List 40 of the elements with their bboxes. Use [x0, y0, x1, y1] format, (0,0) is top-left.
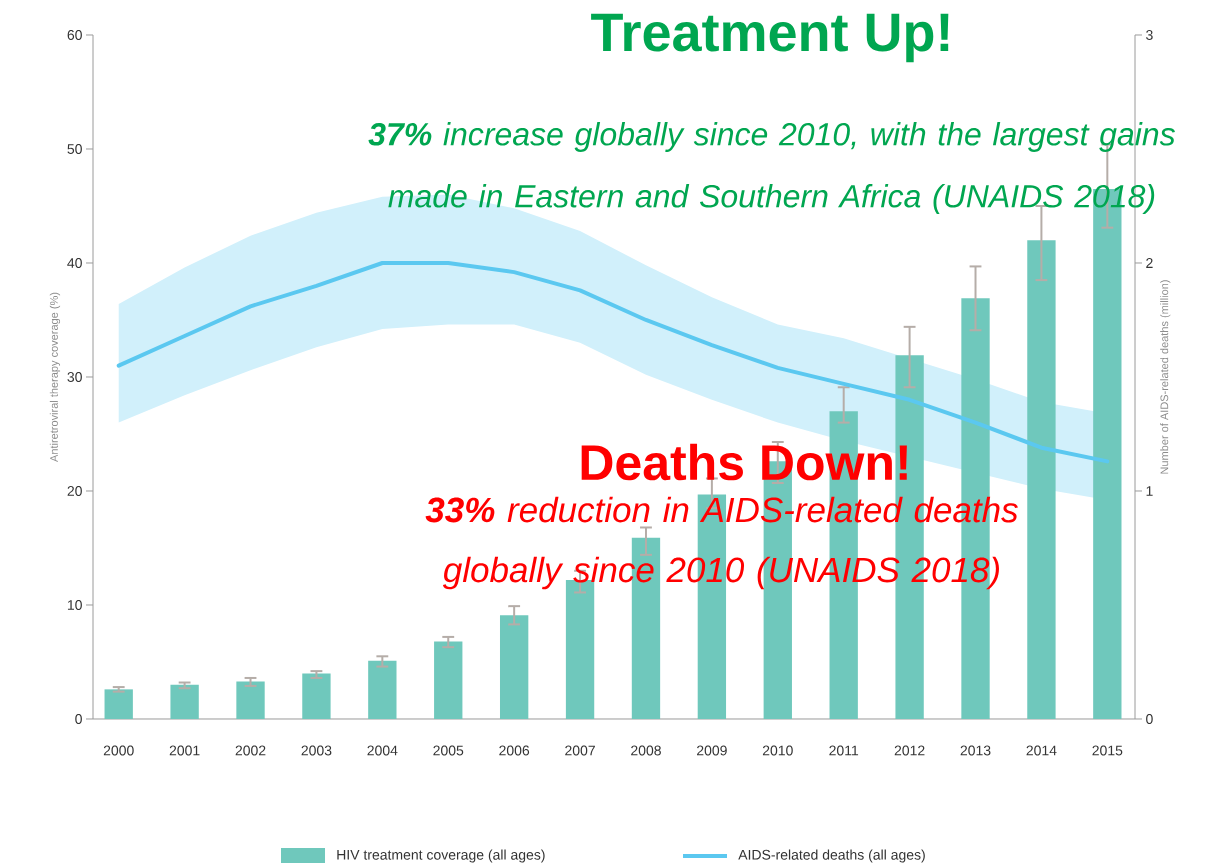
x-tick-label: 2004: [367, 745, 398, 756]
y2-tick-label: 3: [1146, 30, 1153, 40]
x-tick-label: 2003: [301, 745, 332, 756]
bar: [1027, 240, 1056, 719]
bar: [434, 641, 463, 719]
bar: [170, 684, 199, 719]
annotation: Treatment Up!: [591, 13, 949, 63]
y-tick-label: 60: [67, 30, 82, 40]
y2-tick-label: 1: [1146, 486, 1153, 496]
x-tick-label: 2009: [697, 745, 727, 756]
x-tick-label: 2012: [894, 745, 925, 756]
x-tick-label: 2002: [235, 745, 266, 756]
x-tick-label: 2005: [433, 745, 464, 756]
x-tick-label: 2001: [169, 745, 200, 756]
y-tick-label: 40: [67, 258, 82, 268]
x-tick-label: 2015: [1092, 745, 1123, 756]
y2-tick-label: 0: [1146, 714, 1153, 724]
x-tick-label: 2008: [631, 745, 661, 756]
y-tick-label: 10: [67, 600, 82, 610]
bar: [368, 660, 397, 719]
bar: [236, 681, 265, 719]
bar: [499, 615, 529, 719]
x-tick-label: 2006: [499, 745, 530, 756]
y2-axis-title: Number of AIDS-related deaths (million): [1160, 280, 1171, 474]
y-tick-label: 30: [67, 372, 82, 382]
legend-label: AIDS-related deaths (all ages): [738, 849, 925, 863]
x-tick-label: 2007: [565, 745, 595, 756]
y-tick-label: 0: [75, 714, 82, 724]
x-tick-label: 2010: [762, 745, 793, 756]
y2-tick-label: 2: [1146, 258, 1153, 268]
x-tick-label: 2011: [829, 745, 859, 756]
bar: [104, 689, 133, 719]
y-tick-label: 20: [67, 486, 82, 496]
y-axis-title: Antiretroviral therapy coverage (%): [49, 292, 61, 462]
x-tick-label: 2000: [103, 745, 134, 756]
legend-label: HIV treatment coverage (all ages): [337, 849, 545, 863]
x-tick-label: 2013: [960, 745, 991, 756]
x-tick-label: 2014: [1026, 745, 1057, 756]
y-tick-label: 50: [67, 144, 82, 154]
bar: [302, 673, 331, 719]
